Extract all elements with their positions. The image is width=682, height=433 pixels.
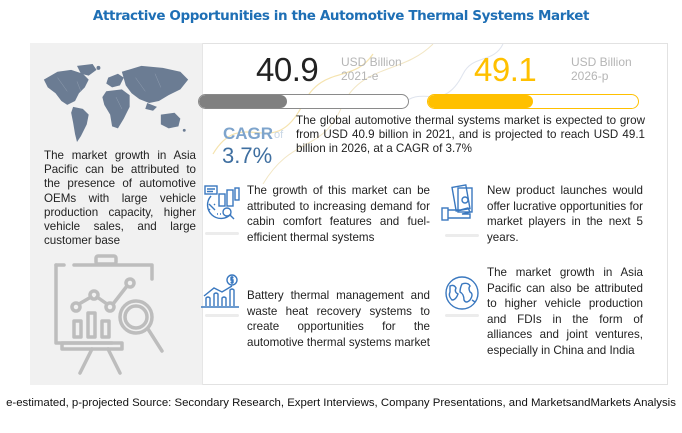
market-unit-2026: USD Billion 2026-p xyxy=(571,55,632,83)
world-map-icon xyxy=(43,63,189,142)
left-panel-text: The market growth in Asia Pacific can be… xyxy=(44,149,196,248)
point-text-4: The market growth in Asia Pacific can al… xyxy=(487,266,643,357)
page-title: Attractive Opportunities in the Automoti… xyxy=(92,8,590,24)
globe-icon xyxy=(445,276,479,310)
icon-shadow xyxy=(445,314,479,317)
year-label-2026: 2026-p xyxy=(571,69,609,83)
money-hand-icon xyxy=(441,184,473,221)
point-text-2: New product launches would offer lucrati… xyxy=(487,184,643,244)
market-value-2021: 40.9 xyxy=(256,51,319,88)
progress-fill-2026 xyxy=(428,95,533,108)
growth-chart-dollar-icon xyxy=(201,274,239,308)
market-unit-2021: USD Billion 2021-e xyxy=(341,55,402,83)
cagr-label: CAGR xyxy=(223,124,274,143)
cagr-of-label: of xyxy=(274,129,284,141)
progress-bar-2021 xyxy=(198,94,409,109)
market-value-2026: 49.1 xyxy=(474,51,537,88)
left-panel: The market growth in Asia Pacific can be… xyxy=(30,43,203,385)
icon-shadow xyxy=(445,234,479,237)
icon-shadow xyxy=(205,232,239,235)
point-text-3: Battery thermal management and waste hea… xyxy=(247,289,430,349)
point-text-1: The growth of this market can be attribu… xyxy=(247,184,430,244)
icon-shadow xyxy=(205,314,239,317)
unit-label-2026: USD Billion xyxy=(571,55,632,69)
presentation-board-analytics-icon xyxy=(54,254,164,375)
progress-bar-2026 xyxy=(427,94,639,109)
market-summary-text: The global automotive thermal systems ma… xyxy=(296,114,645,155)
progress-fill-2021 xyxy=(199,95,287,108)
cagr-value: 3.7% xyxy=(222,143,273,168)
analytics-report-icon xyxy=(204,185,240,220)
unit-label-2021: USD Billion xyxy=(341,55,402,69)
source-footnote: e-estimated, p-projected Source: Seconda… xyxy=(6,397,676,409)
year-label-2021: 2021-e xyxy=(341,69,379,83)
